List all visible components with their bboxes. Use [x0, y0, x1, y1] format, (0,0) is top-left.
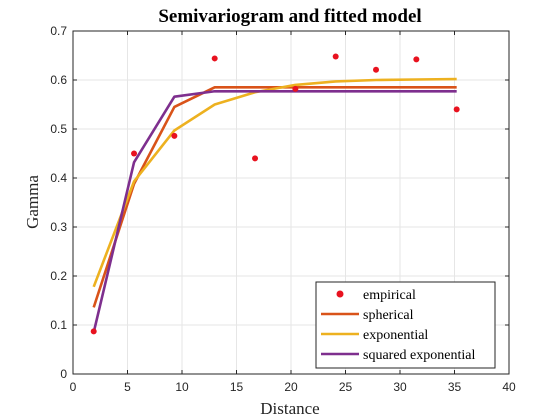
- x-tick-label: 25: [339, 380, 353, 394]
- y-tick-label: 0.4: [50, 171, 67, 185]
- y-tick-label: 0.1: [50, 318, 67, 332]
- chart-title: Semivariogram and fitted model: [158, 6, 421, 27]
- x-tick-label: 30: [393, 380, 407, 394]
- legend-label: empirical: [363, 288, 416, 303]
- series-layer: [90, 53, 460, 335]
- legend-marker-empirical: [336, 290, 344, 298]
- empirical-point: [413, 56, 420, 63]
- y-tick-label: 0.7: [50, 24, 67, 38]
- x-tick-label: 10: [175, 380, 189, 394]
- empirical-point: [211, 55, 218, 62]
- x-tick-label: 35: [448, 380, 462, 394]
- y-tick-label: 0.2: [50, 269, 67, 283]
- series-line-squared-exponential: [92, 89, 457, 333]
- x-tick-label: 40: [502, 380, 516, 394]
- legend-label: exponential: [363, 328, 428, 343]
- x-tick-label: 15: [230, 380, 244, 394]
- empirical-point: [292, 85, 299, 92]
- legend-label: spherical: [363, 308, 414, 323]
- series-line-exponential: [92, 77, 457, 288]
- y-axis-label: Gamma: [23, 175, 42, 229]
- x-tick-label: 5: [124, 380, 131, 394]
- empirical-point: [90, 328, 97, 335]
- y-tick-label: 0.6: [50, 73, 67, 87]
- empirical-point: [332, 53, 339, 60]
- y-tick-label: 0.5: [50, 122, 67, 136]
- empirical-point: [373, 66, 380, 73]
- y-tick-label: 0: [60, 367, 67, 381]
- legend-label: squared exponential: [363, 348, 475, 363]
- empirical-point: [131, 150, 138, 157]
- x-tick-label: 20: [284, 380, 298, 394]
- empirical-point: [252, 155, 259, 162]
- axis-ticks: 0 5 10 15 20 25 30 35 40 0 0.1 0.2 0.3 0.4 0.5 0.6 0.7: [50, 24, 516, 394]
- x-tick-label: 0: [70, 380, 77, 394]
- legend: empirical spherical exponential squared exp…: [315, 281, 496, 369]
- x-axis-label: Distance: [260, 399, 319, 418]
- empirical-point: [171, 132, 178, 139]
- empirical-point: [453, 106, 460, 113]
- series-line-spherical: [92, 86, 457, 308]
- y-tick-label: 0.3: [50, 220, 67, 234]
